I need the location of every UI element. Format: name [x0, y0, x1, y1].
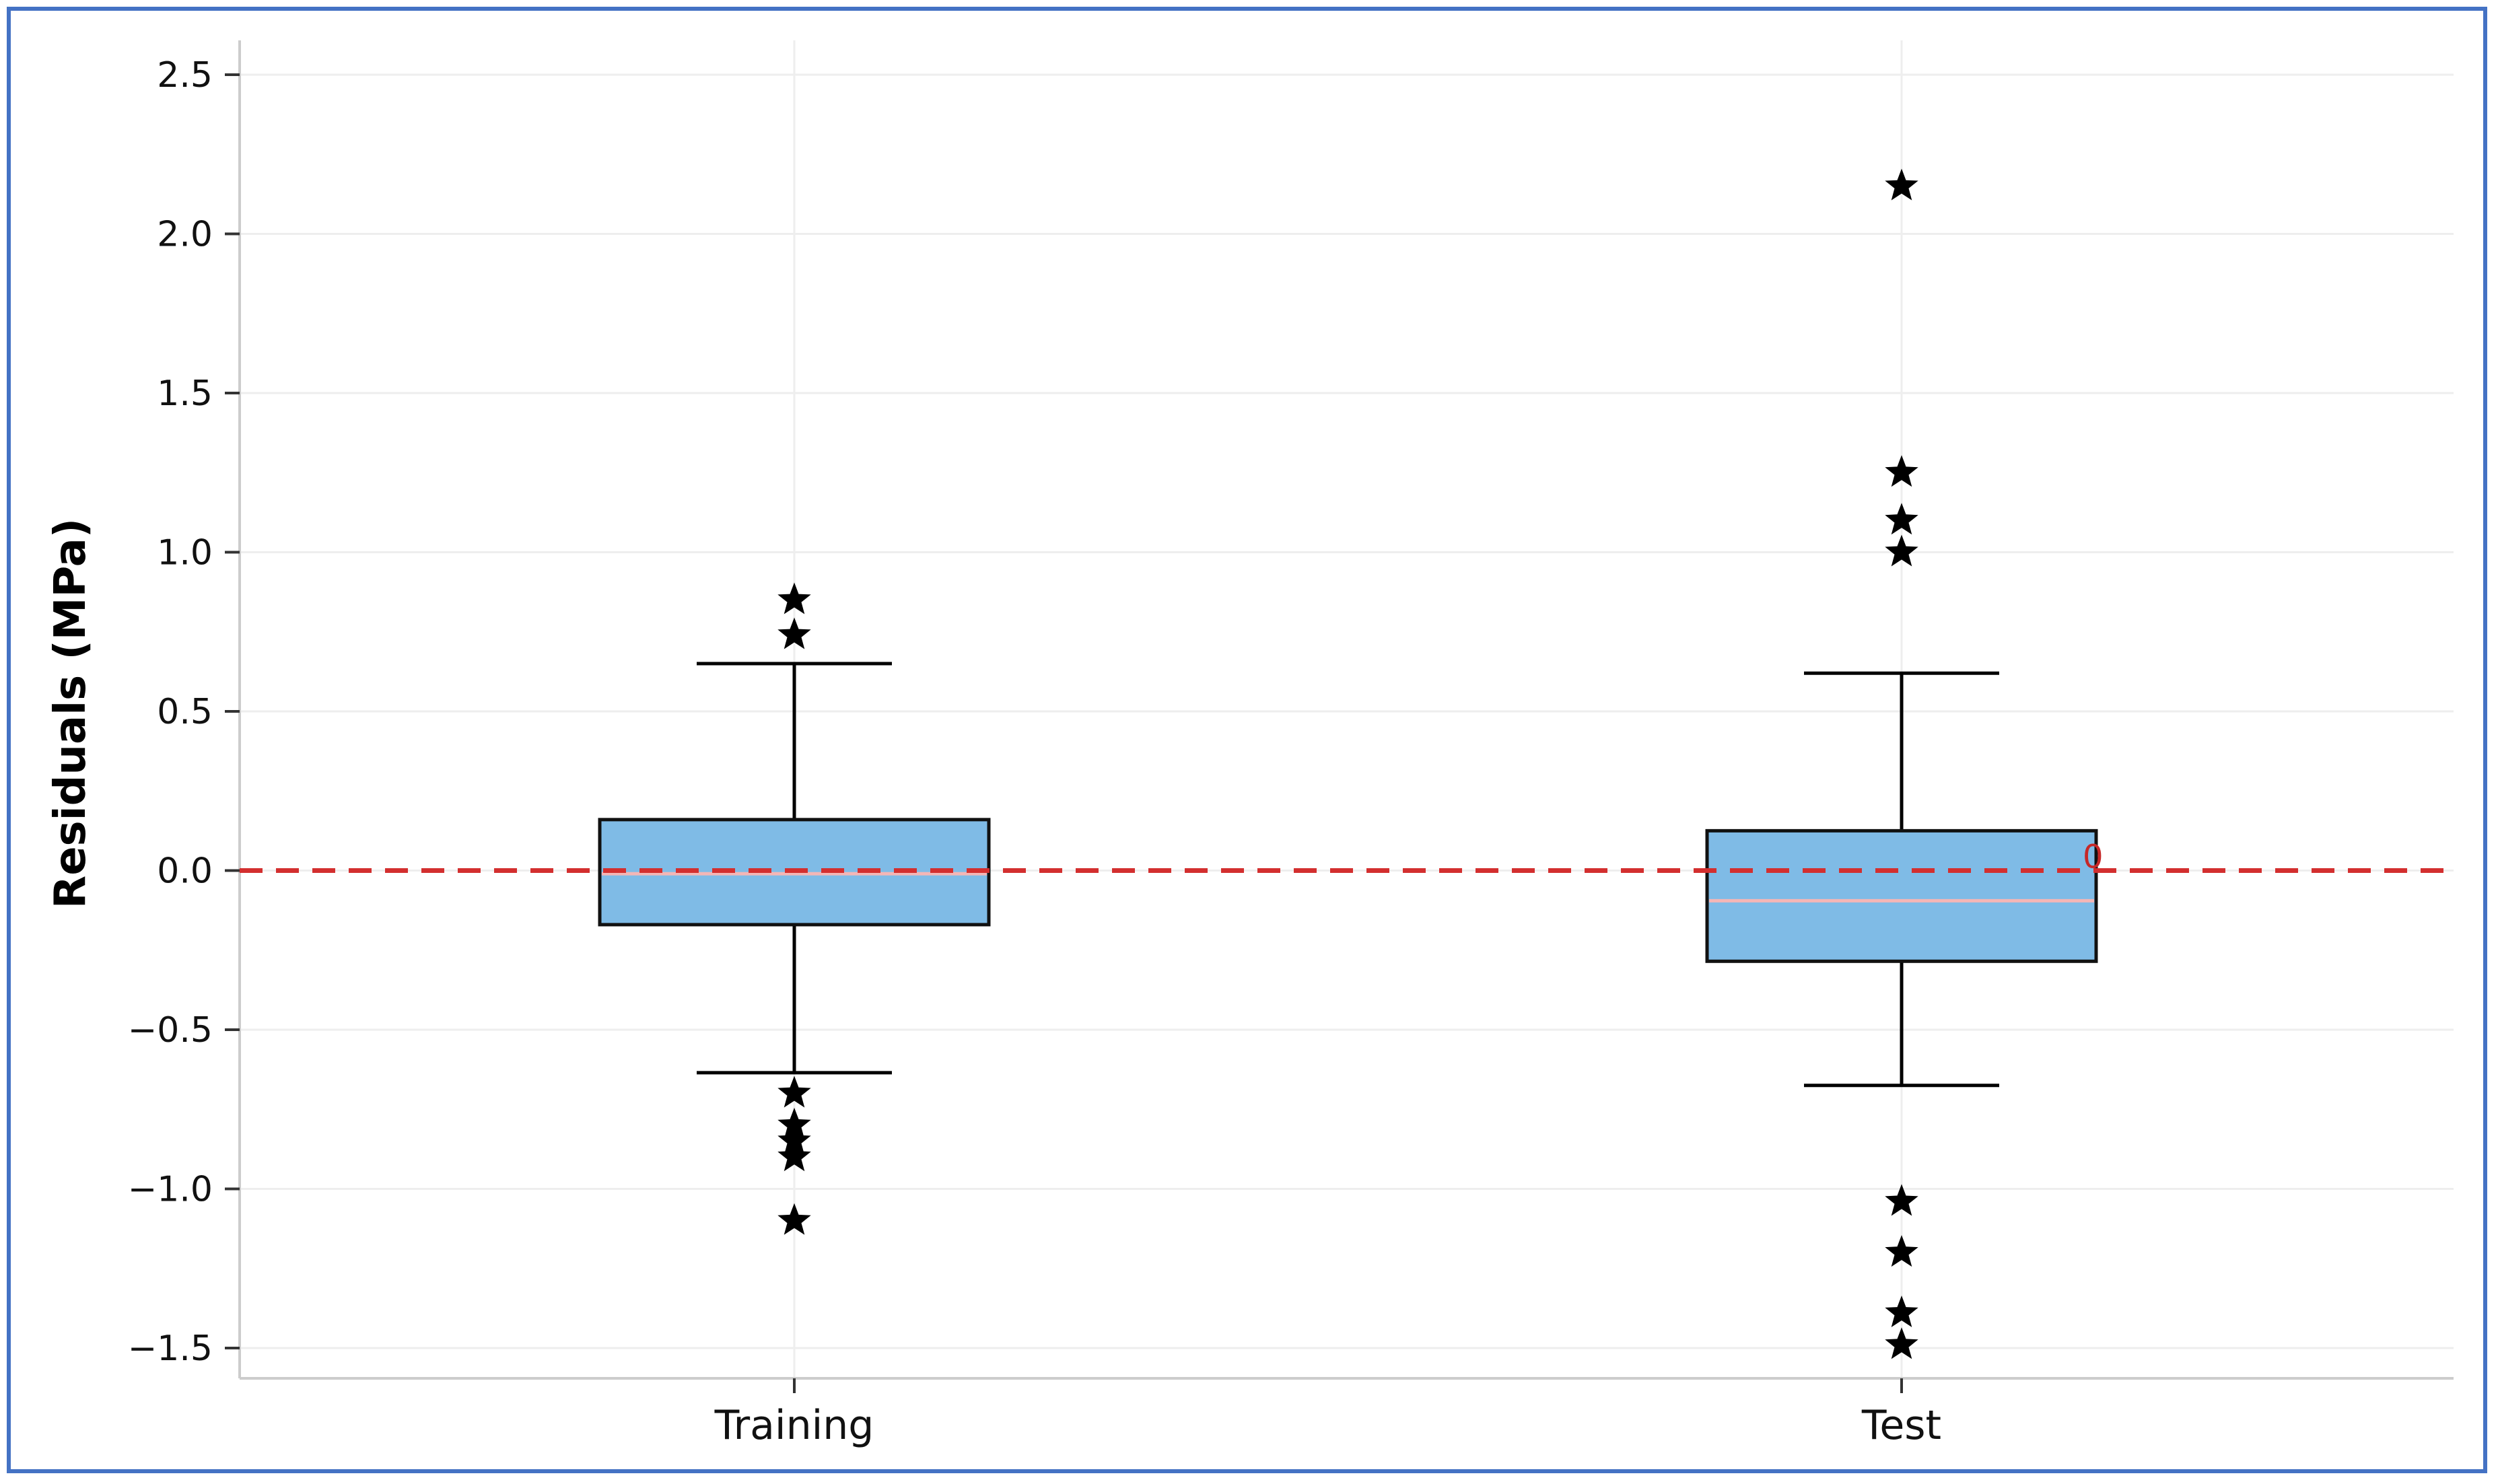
y-tick-label: −1.0 — [128, 1170, 213, 1210]
y-axis-label: Residuals (MPa) — [46, 518, 96, 909]
box-group-test — [1705, 168, 2098, 1359]
outlier-point — [1885, 168, 1918, 201]
y-tick-label: 2.5 — [157, 55, 213, 96]
y-tick-label: 1.5 — [157, 374, 213, 414]
outlier-point — [777, 582, 811, 614]
outlier-point — [1885, 1296, 1918, 1327]
annotation-label: 0 — [2083, 839, 2104, 876]
y-tick-label: 1.0 — [157, 533, 213, 573]
outlier-point — [777, 617, 811, 649]
y-tick-label: 0.0 — [157, 851, 213, 892]
box-group-training — [598, 582, 991, 1235]
x-tick-label: Test — [1861, 1402, 1941, 1449]
outlier-point — [777, 1139, 811, 1172]
outlier-point — [1885, 1327, 1918, 1359]
outlier-point — [1885, 503, 1918, 535]
x-ticks: Training Test — [714, 1378, 1941, 1449]
x-tick-label: Training — [714, 1402, 874, 1449]
axes-layer — [238, 40, 2454, 1380]
outlier-point — [777, 1107, 811, 1139]
outlier-point — [777, 1203, 811, 1235]
iqr-box — [1705, 828, 2098, 963]
boxes-layer — [598, 168, 2098, 1359]
outlier-point — [1885, 455, 1918, 487]
y-tick-label: −1.5 — [128, 1329, 213, 1369]
figure-frame — [7, 7, 2487, 1473]
y-tick-label: −0.5 — [128, 1010, 213, 1051]
y-tick-label: 2.0 — [157, 215, 213, 255]
y-tick-label: 0.5 — [157, 692, 213, 732]
outlier-point — [1885, 1235, 1918, 1267]
outlier-point — [777, 1123, 811, 1156]
reference-layer: 0 — [240, 839, 2454, 876]
grid-layer — [240, 40, 2454, 1378]
outlier-point — [1885, 1184, 1918, 1216]
y-ticks: 2.5 2.0 1.5 1.0 0.5 0.0 −0.5 −1.0 −1.5 — [128, 55, 240, 1369]
outlier-point — [1885, 534, 1918, 567]
outlier-point — [777, 1075, 811, 1108]
